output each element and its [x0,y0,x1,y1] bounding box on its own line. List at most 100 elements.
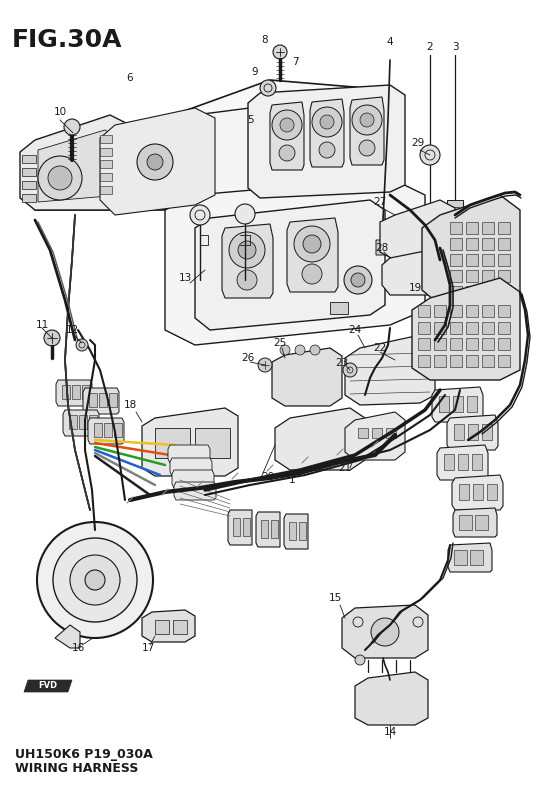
Polygon shape [275,408,365,470]
Text: 8: 8 [262,35,268,45]
Bar [482,424,492,440]
Bar [466,270,478,282]
Bar [450,238,462,250]
Text: UH150K6 P19_030A: UH150K6 P19_030A [15,748,153,761]
Polygon shape [345,412,405,460]
Bar [386,428,396,438]
Bar [89,393,97,407]
Polygon shape [448,543,492,572]
Bar [498,338,510,350]
Bar [450,254,462,266]
Text: 11: 11 [35,320,49,330]
Polygon shape [272,348,342,406]
Bar [498,238,510,250]
Text: 27: 27 [374,197,386,207]
Circle shape [137,144,173,180]
Circle shape [303,235,321,253]
Polygon shape [342,605,428,658]
Circle shape [53,538,137,622]
Polygon shape [422,195,520,305]
Bar [22,168,36,176]
Text: 17: 17 [141,643,155,653]
Bar [439,396,449,412]
Circle shape [420,145,440,165]
Circle shape [190,205,210,225]
Bar [271,520,278,538]
Polygon shape [170,458,212,476]
Bar [434,355,446,367]
Bar [434,322,446,334]
Bar [330,302,348,314]
Polygon shape [382,250,440,295]
Text: 26: 26 [241,353,255,363]
Bar [482,238,494,250]
Polygon shape [142,408,238,476]
Text: 7: 7 [292,57,298,67]
Polygon shape [437,445,488,480]
Bar [450,222,462,234]
Bar [450,270,462,282]
Bar [450,286,462,298]
Polygon shape [170,90,390,220]
Text: WIRING HARNESS: WIRING HARNESS [15,762,138,775]
Bar [155,428,190,458]
Bar [498,222,510,234]
Polygon shape [168,445,210,463]
Polygon shape [350,97,384,165]
Text: 28: 28 [375,243,389,253]
Bar [22,194,36,202]
Circle shape [237,270,257,290]
Polygon shape [24,680,72,692]
Bar [466,305,478,317]
Circle shape [38,156,82,200]
Polygon shape [453,508,497,537]
Text: 20: 20 [262,472,274,482]
Bar [482,305,494,317]
Bar [470,550,483,565]
Circle shape [359,140,375,156]
Polygon shape [270,102,304,170]
Polygon shape [355,672,428,725]
Bar [418,355,430,367]
Bar [430,288,440,295]
Bar [418,305,430,317]
Polygon shape [63,410,99,436]
Polygon shape [412,278,520,380]
Bar [468,424,478,440]
Text: 15: 15 [328,593,342,603]
Polygon shape [380,200,455,260]
Circle shape [280,345,290,355]
Polygon shape [172,470,214,488]
Bar [450,305,462,317]
Circle shape [260,80,276,96]
Bar [498,305,510,317]
Bar [94,423,102,437]
Bar [173,620,187,634]
Bar [466,222,478,234]
Bar [299,522,306,540]
Text: 16: 16 [71,643,85,653]
Polygon shape [376,240,390,255]
Polygon shape [165,178,425,345]
Bar [100,148,112,156]
Bar [498,254,510,266]
Bar [466,238,478,250]
Text: 19: 19 [408,283,422,293]
Circle shape [147,154,163,170]
Circle shape [320,115,334,129]
Bar [195,428,230,458]
Circle shape [343,363,357,377]
Polygon shape [310,99,344,167]
Bar [261,520,268,538]
Bar [482,355,494,367]
Polygon shape [25,80,390,210]
Circle shape [355,655,365,665]
Bar [482,222,494,234]
Bar [155,620,169,634]
Polygon shape [284,514,308,549]
Circle shape [302,264,322,284]
Bar [444,454,454,470]
Bar [69,415,77,429]
Circle shape [295,345,305,355]
Bar [434,338,446,350]
